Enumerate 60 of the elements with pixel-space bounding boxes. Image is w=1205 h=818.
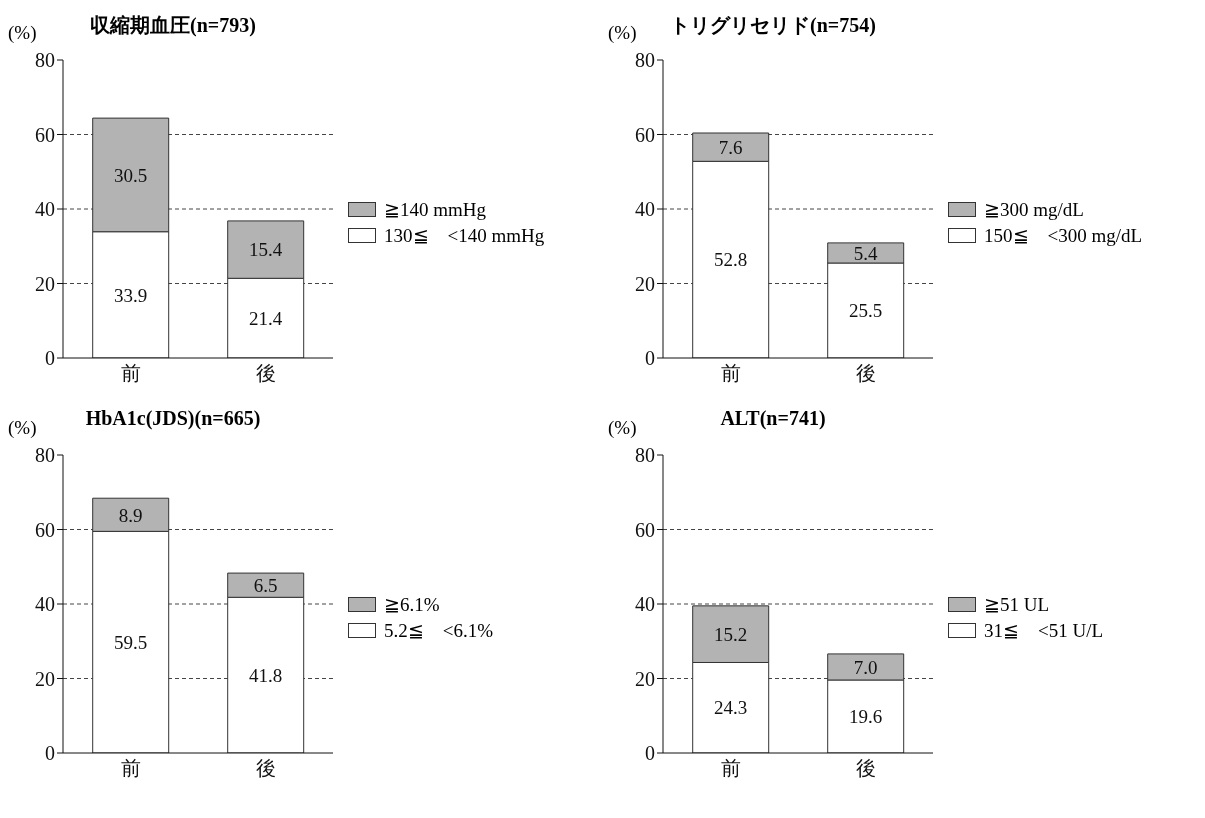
data-label: 30.5 [114,164,148,186]
legend-label: 150≦ <300 mg/dL [984,223,1143,248]
data-label: 59.5 [114,631,148,653]
data-label: 21.4 [249,307,283,329]
y-tick-label: 0 [45,742,55,765]
data-label: 15.2 [714,623,748,645]
data-label: 6.5 [253,574,278,596]
y-tick-label: 20 [635,667,655,690]
x-tick-label: 前 [120,362,141,385]
y-tick-label: 60 [35,123,55,146]
data-label: 52.8 [714,249,748,271]
chart-title: ALT(n=741) [720,407,826,429]
x-tick-label: 前 [120,757,141,780]
data-label: 8.9 [118,504,143,526]
x-tick-label: 前 [720,757,741,780]
y-tick-label: 60 [35,518,55,541]
data-label: 7.6 [718,136,743,158]
y-tick-label: 60 [635,123,655,146]
y-tick-label: 40 [35,593,55,616]
chart-title: 収縮期血圧(n=793) [90,14,256,36]
data-label: 5.4 [853,242,879,264]
data-label: 24.3 [714,697,748,719]
data-label: 7.0 [853,656,878,678]
chart-title: HbA1c(JDS)(n=665) [85,407,261,429]
y-axis-title: (%) [8,22,37,44]
legend-label: ≧140 mmHg [384,197,487,221]
y-tick-label: 80 [635,49,655,72]
y-tick-label: 60 [635,518,655,541]
y-tick-label: 80 [35,49,55,72]
legend-label: ≧6.1% [384,592,440,616]
data-label: 33.9 [114,284,148,306]
data-label: 25.5 [849,300,883,322]
y-tick-label: 0 [45,347,55,370]
x-tick-label: 後 [855,362,876,385]
y-tick-label: 40 [635,198,655,221]
legend-label: 5.2≦ <6.1% [384,618,494,643]
legend-label: ≧300 mg/dL [984,197,1084,221]
x-tick-label: 後 [255,757,276,780]
y-axis-title: (%) [608,22,637,44]
y-tick-label: 80 [35,444,55,467]
y-tick-label: 0 [645,742,655,765]
y-axis-title: (%) [8,417,37,439]
y-tick-label: 20 [35,272,55,295]
data-label: 41.8 [249,664,283,686]
y-tick-label: 20 [35,667,55,690]
x-tick-label: 後 [855,757,876,780]
x-tick-label: 後 [255,362,276,385]
y-tick-label: 40 [635,593,655,616]
chart-title: トリグリセリド(n=754) [670,14,876,36]
y-tick-label: 40 [35,198,55,221]
y-axis-title: (%) [608,417,637,439]
y-tick-label: 20 [635,272,655,295]
legend-label: 31≦ <51 U/L [984,618,1104,643]
x-tick-label: 前 [720,362,741,385]
legend-label: 130≦ <140 mmHg [384,223,545,248]
data-label: 15.4 [249,239,283,261]
y-tick-label: 0 [645,347,655,370]
y-tick-label: 80 [635,444,655,467]
data-label: 19.6 [849,706,883,728]
legend-label: ≧51 UL [984,592,1050,616]
